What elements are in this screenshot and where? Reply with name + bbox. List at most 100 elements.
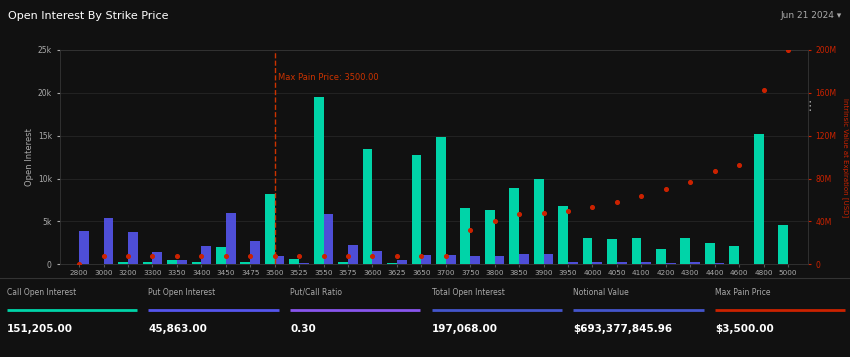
- Bar: [348, 245, 358, 264]
- Text: 0.30: 0.30: [290, 324, 316, 334]
- Bar: [656, 249, 666, 264]
- Point: [415, 253, 428, 258]
- Bar: [338, 262, 348, 264]
- Bar: [265, 194, 275, 264]
- Point: [292, 253, 306, 258]
- Bar: [509, 188, 519, 264]
- Y-axis label: Open Interest: Open Interest: [25, 128, 33, 186]
- Point: [268, 253, 281, 258]
- Bar: [666, 263, 676, 264]
- Bar: [754, 134, 763, 264]
- Text: Put/Call Ratio: Put/Call Ratio: [290, 288, 343, 297]
- Point: [439, 253, 452, 258]
- Bar: [568, 262, 578, 264]
- Point: [610, 199, 624, 205]
- Bar: [607, 239, 617, 264]
- Text: 151,205.00: 151,205.00: [7, 324, 73, 334]
- Bar: [543, 254, 553, 264]
- Text: Max Pain Price: Max Pain Price: [715, 288, 771, 297]
- Bar: [705, 243, 715, 264]
- Text: $693,377,845.96: $693,377,845.96: [574, 324, 672, 334]
- Bar: [617, 262, 626, 264]
- Point: [561, 208, 575, 213]
- Point: [586, 205, 599, 210]
- Bar: [241, 262, 250, 264]
- Bar: [632, 238, 641, 264]
- Point: [317, 253, 331, 258]
- Bar: [226, 213, 235, 264]
- Bar: [118, 262, 128, 264]
- Point: [708, 168, 722, 174]
- Bar: [484, 210, 495, 264]
- Bar: [201, 246, 211, 264]
- Bar: [79, 231, 89, 264]
- Bar: [592, 262, 602, 264]
- Bar: [558, 206, 568, 264]
- Bar: [314, 97, 324, 264]
- Point: [97, 253, 110, 258]
- Point: [366, 253, 379, 258]
- Bar: [680, 238, 690, 264]
- Text: 45,863.00: 45,863.00: [149, 324, 207, 334]
- Point: [536, 210, 550, 216]
- Bar: [275, 256, 285, 264]
- Bar: [167, 260, 177, 264]
- Bar: [411, 155, 422, 264]
- Bar: [324, 213, 333, 264]
- Y-axis label: Intrinsic Value at Expiration [USD]: Intrinsic Value at Expiration [USD]: [842, 97, 848, 217]
- Bar: [289, 259, 299, 264]
- Point: [756, 87, 770, 92]
- Text: Call Open Interest: Call Open Interest: [7, 288, 76, 297]
- Point: [72, 261, 86, 267]
- Point: [634, 193, 648, 198]
- Point: [122, 253, 135, 258]
- Point: [219, 253, 233, 258]
- Bar: [177, 260, 187, 264]
- Bar: [372, 251, 382, 264]
- Bar: [152, 252, 162, 264]
- Bar: [387, 263, 397, 264]
- Bar: [534, 178, 543, 264]
- Bar: [690, 262, 700, 264]
- Text: Total Open Interest: Total Open Interest: [432, 288, 505, 297]
- Bar: [461, 208, 470, 264]
- Bar: [641, 262, 651, 264]
- Bar: [422, 255, 431, 264]
- Text: Notional Value: Notional Value: [574, 288, 629, 297]
- Text: ⋮: ⋮: [803, 100, 816, 113]
- Point: [781, 47, 795, 53]
- Bar: [582, 238, 592, 264]
- Point: [683, 179, 697, 185]
- Bar: [778, 225, 788, 264]
- Bar: [445, 255, 456, 264]
- Bar: [729, 246, 739, 264]
- Bar: [470, 256, 480, 264]
- Bar: [250, 241, 260, 264]
- Bar: [128, 232, 138, 264]
- Point: [463, 227, 477, 233]
- Point: [145, 253, 159, 258]
- Bar: [715, 263, 724, 264]
- Text: Max Pain Price: 3500.00: Max Pain Price: 3500.00: [278, 73, 379, 82]
- Point: [659, 186, 672, 192]
- Text: $3,500.00: $3,500.00: [715, 324, 774, 334]
- Bar: [104, 218, 113, 264]
- Text: 197,068.00: 197,068.00: [432, 324, 498, 334]
- Bar: [397, 260, 406, 264]
- Bar: [436, 137, 445, 264]
- Bar: [363, 149, 372, 264]
- Point: [488, 218, 502, 224]
- Point: [390, 253, 404, 258]
- Text: Put Open Interest: Put Open Interest: [149, 288, 216, 297]
- Point: [170, 253, 184, 258]
- Text: Jun 21 2024 ▾: Jun 21 2024 ▾: [780, 11, 842, 20]
- Point: [195, 253, 208, 258]
- Bar: [495, 256, 504, 264]
- Point: [732, 162, 745, 167]
- Point: [513, 211, 526, 217]
- Bar: [216, 247, 226, 264]
- Text: Open Interest By Strike Price: Open Interest By Strike Price: [8, 11, 169, 21]
- Bar: [143, 262, 152, 264]
- Point: [243, 253, 257, 258]
- Bar: [191, 262, 201, 264]
